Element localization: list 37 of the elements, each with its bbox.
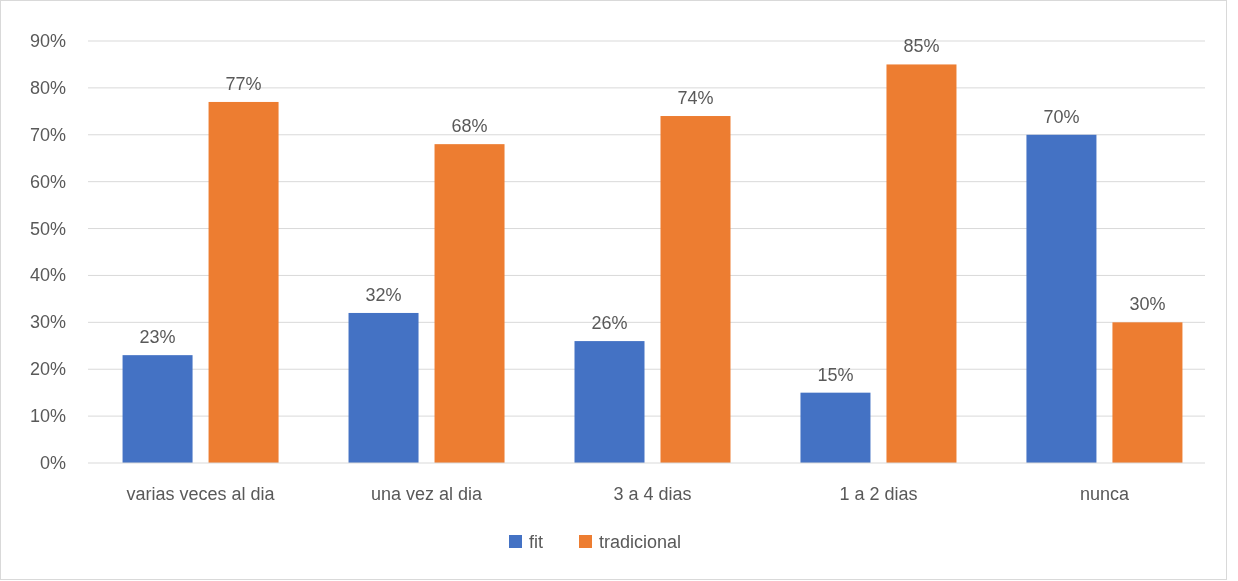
y-tick-label: 40% xyxy=(29,265,66,286)
x-tick-label: varias veces al dia xyxy=(126,484,276,504)
bar xyxy=(660,116,731,463)
y-tick-label: 20% xyxy=(29,359,66,380)
data-label: 30% xyxy=(1129,294,1166,315)
y-tick-label: 60% xyxy=(29,171,66,192)
y-tick-label: 50% xyxy=(29,218,66,239)
x-tick-label: nunca xyxy=(1079,484,1130,504)
bar xyxy=(886,64,957,463)
y-tick-label: 0% xyxy=(39,453,66,473)
bar xyxy=(1112,322,1183,463)
bar xyxy=(122,355,193,463)
data-label: 85% xyxy=(903,36,940,57)
y-tick-label: 90% xyxy=(29,31,66,51)
bar xyxy=(348,312,419,463)
legend-label: tradicional xyxy=(599,532,682,552)
bar xyxy=(208,101,279,463)
x-tick-label: una vez al dia xyxy=(370,484,484,504)
x-tick-label: 3 a 4 dias xyxy=(613,484,692,504)
data-label: 70% xyxy=(1043,106,1080,127)
y-tick-label: 70% xyxy=(29,124,66,145)
data-label: 15% xyxy=(817,364,854,385)
x-tick-label: 1 a 2 dias xyxy=(839,484,918,504)
data-label: 74% xyxy=(677,88,714,109)
data-label: 32% xyxy=(365,284,402,305)
bar xyxy=(434,144,505,463)
legend-label: fit xyxy=(529,532,544,552)
data-label: 23% xyxy=(139,327,176,348)
y-tick-label: 80% xyxy=(29,77,66,98)
data-label: 26% xyxy=(591,313,628,334)
bar xyxy=(800,392,871,463)
y-tick-label: 10% xyxy=(29,406,66,427)
data-label: 68% xyxy=(451,116,488,137)
y-tick-label: 30% xyxy=(29,312,66,333)
bar xyxy=(1026,134,1097,463)
data-label: 77% xyxy=(225,73,262,94)
bar xyxy=(574,341,645,463)
